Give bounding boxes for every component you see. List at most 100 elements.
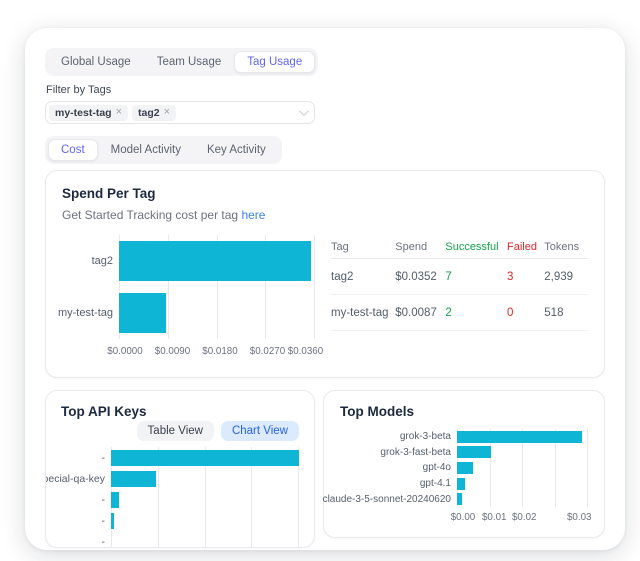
chart-view-button[interactable]: Chart View — [220, 421, 299, 441]
axis-tick-label: $0.02 — [511, 511, 537, 523]
chart-row: my-test-tag — [57, 287, 315, 339]
spend-card-subtitle: Get Started Tracking cost per tag here — [62, 208, 588, 222]
bar-item — [111, 512, 115, 529]
top-api-keys-card: Top API Keys Table View Chart View - pecia… — [45, 390, 315, 548]
chart-row: - — [61, 489, 299, 510]
chart-row: claude-3-5-sonnet-20240620 — [322, 491, 588, 507]
table-row: my-test-tag $0.0087 2 0 518 — [331, 295, 588, 331]
cell-spend: $0.0087 — [395, 306, 437, 319]
category-label: grok-3-beta — [399, 431, 451, 443]
cell-successful: 2 — [445, 306, 452, 319]
category-label: claude-3-5-sonnet-20240620 — [322, 493, 451, 505]
chart-row: gpt-4.1 — [340, 475, 588, 492]
table-row: tag2 $0.0352 7 3 2,939 — [331, 259, 588, 295]
category-label: - — [101, 535, 106, 548]
bar-item — [111, 491, 120, 508]
cell-successful: 7 — [445, 270, 452, 283]
tab-tag-usage[interactable]: Tag Usage — [234, 51, 316, 73]
category-label: gpt-4o — [422, 462, 451, 474]
chart-track — [457, 429, 588, 445]
axis-tick-label: $0.0000 — [107, 346, 143, 357]
tag-spend-table: Tag Spend Successful Failed Tokens tag2 $0.035… — [331, 235, 588, 358]
spend-card-title: Spend Per Tag — [62, 186, 156, 201]
bar-my-test-tag — [119, 293, 167, 333]
tab-team-usage[interactable]: Team Usage — [156, 56, 222, 68]
category-label: - — [101, 514, 106, 527]
bar-claude-3-5-sonnet-20240620 — [457, 493, 462, 506]
category-label: pecial-qa-key — [45, 472, 105, 485]
chart-row: grok-3-beta — [340, 429, 588, 445]
remove-tag-icon[interactable]: × — [115, 106, 123, 118]
chart-track — [457, 475, 588, 492]
axis-tick-label: $0.01 — [481, 511, 507, 523]
cell-tag: tag2 — [331, 270, 354, 283]
tag-chip-tag2: tag2 × — [132, 104, 177, 121]
bar-item — [111, 449, 299, 466]
axis-tick-label: $0.0360 — [287, 346, 324, 357]
view-toggle-group: Table View Chart View — [61, 421, 299, 441]
bar-gpt-4-1 — [457, 477, 466, 490]
filter-by-tags-label: Filter by Tags — [46, 84, 112, 96]
tag-chip-my-test-tag: my-test-tag × — [49, 104, 129, 121]
primary-usage-tabs: Global Usage Team Usage Tag Usage — [45, 48, 319, 76]
chart-track — [111, 489, 299, 510]
axis-tick-label: $0.00 — [450, 511, 476, 523]
tab-key-activity[interactable]: Key Activity — [206, 144, 266, 156]
axis-tick-label: $0.0180 — [202, 346, 238, 357]
tag-chip-list: my-test-tag × tag2 × — [49, 104, 299, 121]
top-models-card: Top Models grok-3-beta grok-3-fast-beta gp… — [323, 390, 605, 538]
chart-track — [111, 468, 299, 489]
bar-tag2 — [119, 241, 311, 281]
column-header-tokens: Tokens — [544, 240, 580, 253]
chart-row: - — [61, 531, 299, 548]
tab-cost[interactable]: Cost — [48, 139, 98, 161]
tag-chip-label: tag2 — [138, 106, 160, 119]
chart-track — [119, 235, 315, 287]
top-models-chart: grok-3-beta grok-3-fast-beta gpt-4o gpt-4.1… — [322, 429, 592, 524]
chart-row: - — [61, 447, 299, 468]
chart-row: grok-3-fast-beta — [340, 444, 588, 461]
column-header-spend: Spend — [395, 240, 428, 253]
chart-track — [119, 287, 315, 339]
category-label: gpt-4.1 — [419, 478, 451, 490]
spend-per-tag-card: Spend Per Tag Get Started Tracking cost … — [45, 170, 605, 378]
chart-row: tag2 — [62, 235, 315, 287]
chart-track — [111, 510, 299, 531]
top-api-keys-chart: - pecial-qa-key - - - — [45, 447, 299, 548]
remove-tag-icon[interactable]: × — [163, 106, 171, 118]
here-link[interactable]: here — [241, 208, 266, 222]
column-header-failed: Failed — [507, 240, 537, 253]
chart-track — [457, 491, 588, 507]
category-label: tag2 — [91, 255, 113, 267]
tag-chip-label: my-test-tag — [55, 106, 112, 119]
tag-filter-select[interactable]: my-test-tag × tag2 × — [45, 101, 315, 124]
cell-failed: 0 — [507, 306, 514, 319]
cell-failed: 3 — [507, 270, 514, 283]
bar-grok-3-fast-beta — [457, 446, 491, 459]
cell-tokens: 518 — [544, 306, 564, 319]
category-label: my-test-tag — [57, 307, 113, 319]
cost-activity-tabs: Cost Model Activity Key Activity — [45, 136, 282, 164]
tab-global-usage[interactable]: Global Usage — [61, 56, 131, 68]
column-header-successful: Successful — [445, 240, 499, 253]
top-api-keys-title: Top API Keys — [61, 404, 147, 419]
bar-pecial-qa-key — [111, 470, 157, 487]
bar-grok-3-beta — [457, 430, 582, 443]
table-view-button[interactable]: Table View — [136, 421, 214, 441]
axis-tick-label: $0.0090 — [154, 346, 191, 357]
chart-track — [111, 531, 299, 547]
top-models-title: Top Models — [340, 404, 414, 419]
subtitle-text: Get Started Tracking cost per tag — [62, 208, 239, 222]
column-header-tag: Tag — [331, 240, 349, 253]
chart-track — [457, 444, 588, 461]
cell-spend: $0.0352 — [395, 270, 437, 283]
usage-dashboard-panel: Global Usage Team Usage Tag Usage Filter b… — [25, 28, 625, 550]
bar-gpt-4o — [457, 461, 474, 474]
chart-track — [111, 447, 299, 468]
category-label: - — [101, 493, 106, 506]
chart-row: pecial-qa-key — [45, 468, 299, 489]
axis-tick-label: $0.0270 — [249, 346, 286, 357]
tab-model-activity[interactable]: Model Activity — [110, 144, 181, 156]
table-header-row: Tag Spend Successful Failed Tokens — [331, 235, 588, 259]
spend-per-tag-chart: tag2 my-test-tag $0.0000 $0.0090 $0.0180 $0.… — [57, 235, 323, 358]
